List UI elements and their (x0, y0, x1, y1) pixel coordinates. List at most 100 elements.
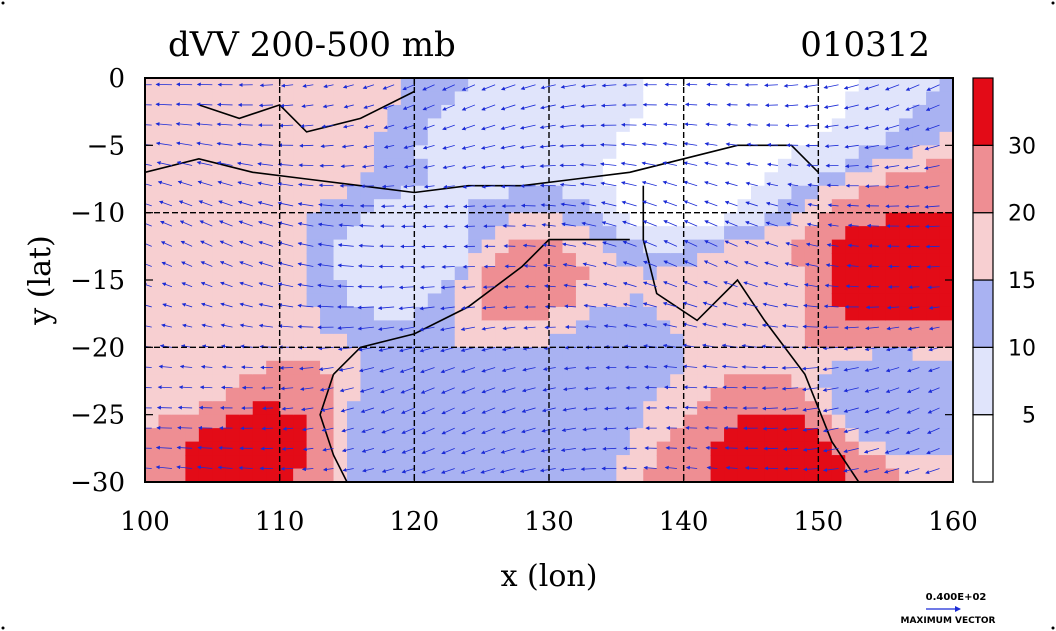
field-cell (279, 239, 294, 254)
field-cell (266, 212, 281, 227)
grid-layer (145, 78, 953, 482)
field-cell (198, 212, 213, 227)
field-cell (293, 374, 308, 389)
wind-vector (583, 282, 597, 288)
field-cell (629, 374, 644, 389)
field-cell (481, 347, 496, 362)
field-cell (939, 306, 953, 321)
field-cell (589, 428, 604, 443)
field-cell (575, 158, 590, 173)
wind-vector (501, 407, 516, 414)
wind-vector (622, 261, 637, 267)
wind-vector (521, 427, 536, 434)
wind-vector (924, 204, 940, 209)
field-cell (225, 145, 240, 160)
field-cell (225, 158, 240, 173)
wind-vector (317, 304, 334, 309)
field-cell (225, 226, 240, 241)
field-cell (522, 428, 537, 443)
field-cell (804, 239, 819, 254)
wind-vector (442, 84, 455, 91)
field-cell (616, 280, 631, 295)
field-cell (899, 401, 914, 416)
wind-vector (802, 427, 819, 432)
wind-vector (175, 121, 193, 126)
wind-vector (766, 162, 778, 167)
wind-vector (277, 182, 294, 187)
field-cell (347, 374, 362, 389)
field-cell (858, 199, 873, 214)
field-cell (347, 253, 362, 268)
wind-vector (725, 142, 738, 147)
field-cell (845, 104, 860, 119)
field-cell (751, 320, 766, 335)
field-cell (468, 199, 483, 214)
field-cell (266, 468, 281, 482)
field-cell (643, 320, 658, 335)
wind-vector (322, 104, 334, 109)
field-cell (751, 280, 766, 295)
wind-vector (500, 184, 516, 189)
field-cell (670, 91, 685, 106)
field-cell (562, 131, 577, 146)
wind-vector (721, 364, 738, 369)
wind-vector (419, 306, 435, 311)
field-cell (198, 320, 213, 335)
x-axis-label: x (lon) (501, 559, 598, 594)
wind-vector (765, 201, 779, 207)
field-cell (926, 333, 941, 348)
field-cell (266, 347, 281, 362)
field-cell (791, 414, 806, 429)
field-cell (710, 78, 725, 93)
field-cell (495, 401, 510, 416)
field-cell (454, 131, 469, 146)
field-cell (549, 455, 564, 470)
field-cell (171, 280, 186, 295)
colorbar-label: 5 (1022, 404, 1036, 429)
field-cell (939, 212, 953, 227)
field-cell (764, 428, 779, 443)
field-cell (468, 131, 483, 146)
field-cell (481, 306, 496, 321)
field-cell (710, 212, 725, 227)
field-cell (441, 293, 456, 308)
field-cell (939, 360, 953, 375)
field-cell (266, 266, 281, 281)
wind-vector (886, 326, 900, 331)
field-cell (831, 266, 846, 281)
wind-vector (665, 445, 677, 450)
field-cell (333, 91, 348, 106)
field-cell (347, 293, 362, 308)
wind-vector (443, 184, 455, 189)
wind-vector (664, 385, 677, 390)
field-cell (400, 414, 415, 429)
wind-vector (481, 305, 496, 310)
wind-vector (885, 387, 900, 393)
field-cell (939, 347, 953, 362)
field-cell (926, 455, 941, 470)
field-cell (710, 387, 725, 402)
field-cell (400, 185, 415, 200)
wind-vector (460, 468, 476, 474)
wind-vector (460, 367, 476, 373)
wind-vector (441, 447, 455, 455)
field-cell (710, 91, 725, 106)
field-cell (468, 226, 483, 241)
field-cell (899, 78, 914, 93)
field-cell (912, 293, 927, 308)
wind-vector (584, 365, 597, 370)
field-cell (145, 239, 160, 254)
field-cell (899, 118, 914, 133)
field-cell (495, 387, 510, 402)
field-cell (804, 441, 819, 456)
field-cell (818, 455, 833, 470)
field-cell (508, 441, 523, 456)
wind-vector (599, 142, 617, 147)
wind-vector (685, 465, 698, 470)
field-cell (373, 455, 388, 470)
field-cell (306, 212, 321, 227)
field-cell (481, 374, 496, 389)
wind-vector (582, 262, 597, 267)
y-tick-label: −15 (70, 266, 125, 296)
field-cell (373, 428, 388, 443)
